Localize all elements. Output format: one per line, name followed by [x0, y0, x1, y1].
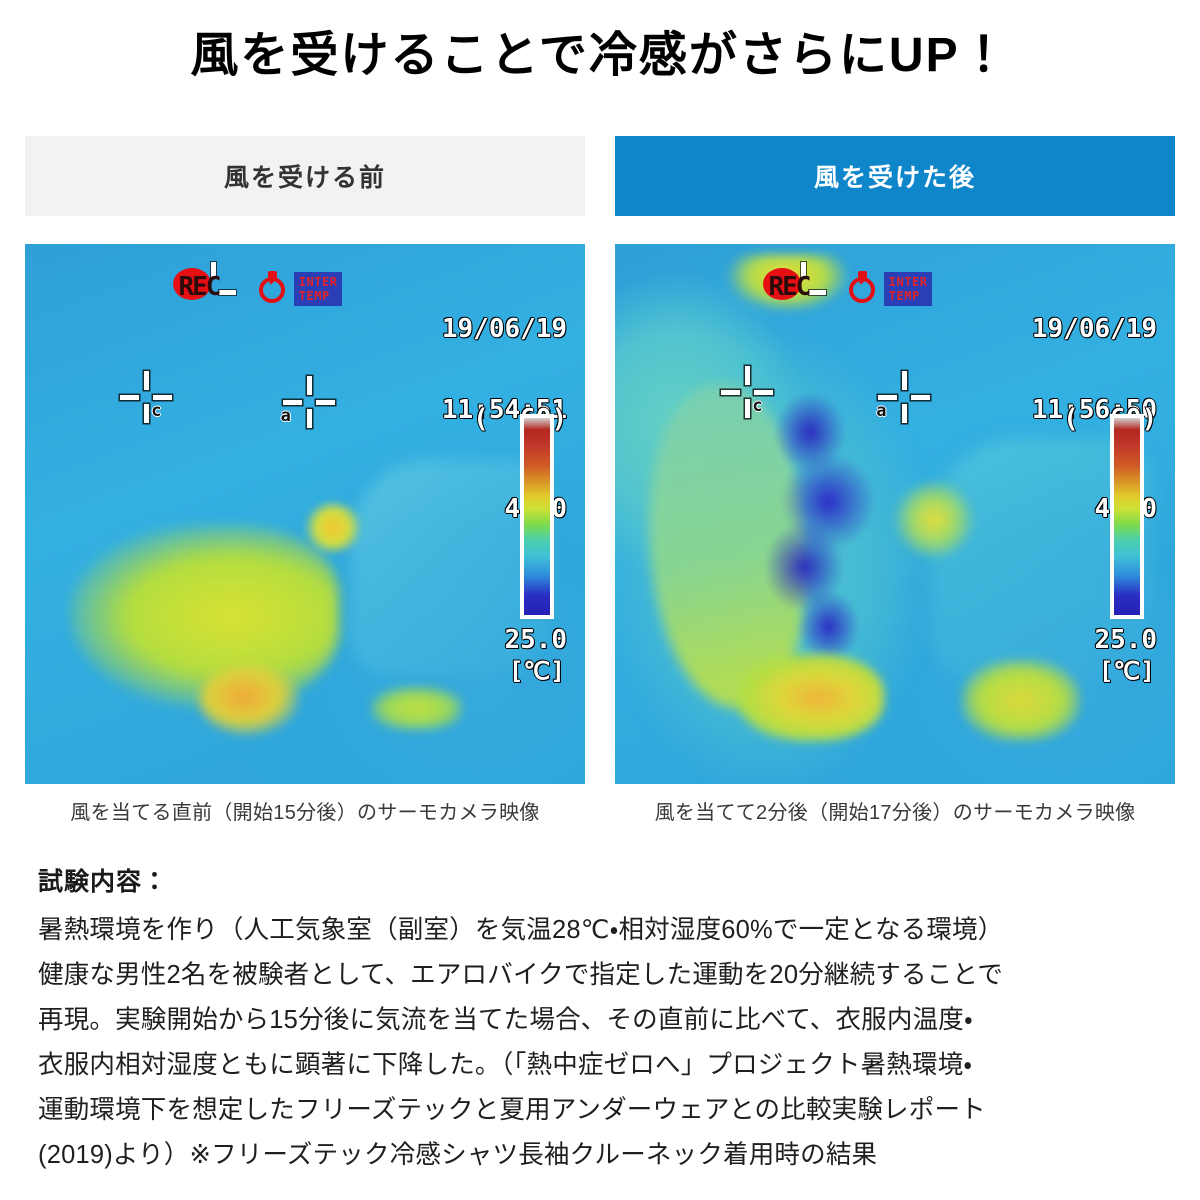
thermal-render-before [25, 244, 585, 784]
description-section: 試験内容： 暑熱環境を作り（人工気象室（副室）を気温28℃・相対湿度60%で一定… [38, 862, 1168, 1178]
subject-arm-heat [69, 524, 339, 709]
thermal-image-after: REC INTER TEMP 19/06/19 11:56:50 [615, 244, 1175, 784]
comparison-column-before: 風を受ける前 REC [25, 136, 585, 825]
crosshair-label-a: a [280, 406, 291, 427]
thermal-hud-after: REC INTER TEMP 19/06/19 11:56:50 [615, 244, 1175, 784]
hud-tick-vertical [801, 262, 807, 279]
thermal-unit: [℃] [1098, 657, 1155, 686]
thermal-colorbar [1109, 414, 1144, 620]
thermal-scale-min: 25.0 [504, 624, 568, 655]
description-line: 再現。実験開始から15分後に気流を当てた場合、その直前に比べて、衣服内温度・ [38, 1006, 973, 1034]
crosshair-label-c: c [752, 395, 763, 416]
crosshair-marker-a: a [280, 376, 335, 429]
thermal-date: 19/06/19 [1031, 314, 1158, 345]
crosshair-marker-c: c [721, 365, 774, 418]
crosshair-label-c: c [151, 400, 162, 421]
stopwatch-icon [847, 271, 881, 305]
description-body: 暑熱環境を作り（人工気象室（副室）を気温28℃・相対湿度60%で一定となる環境）… [38, 908, 1168, 1178]
tab-after-wind[interactable]: 風を受けた後 [615, 136, 1175, 216]
thermal-hud-before: REC INTER TEMP 19/06/19 11:54:51 [25, 244, 585, 784]
thermal-image-before: REC INTER TEMP 19/06/19 11:54:51 [25, 244, 585, 784]
hud-tick-horizontal [808, 290, 826, 296]
subject-hand-heat [198, 665, 300, 736]
page-title: 風を受けることで冷感がさらにUP！ [190, 29, 1010, 82]
inter-temp-badge: INTER TEMP [293, 272, 343, 307]
thermal-datetime: 19/06/19 11:54:51 [379, 262, 567, 478]
inter-temp-line2: TEMP [888, 289, 920, 304]
crosshair-marker-a: a [876, 370, 931, 423]
inter-temp-badge: INTER TEMP [883, 272, 933, 307]
stopwatch-icon [257, 271, 291, 305]
subject-hand-heat [738, 654, 884, 741]
inter-temp-line1: INTER [298, 275, 338, 290]
tab-before-wind[interactable]: 風を受ける前 [25, 136, 585, 216]
description-line: 衣服内相対湿度ともに顕著に下降した。（「熱中症ゼロへ」プロジェクト暑熱環境・ [38, 1051, 973, 1079]
equipment-shape [349, 460, 552, 676]
crosshair-marker-c: c [120, 370, 173, 423]
inter-temp-line2: TEMP [298, 289, 330, 304]
rec-label: REC [178, 272, 221, 303]
description-line: 運動環境下を想定したフリーズテックと夏用アンダーウェアとの比較実験レポート [38, 1096, 986, 1124]
description-line: 健康な男性2名を被験者として、エアロバイクで指定した運動を20分継続することで [38, 961, 1004, 989]
subject-knee-heat [962, 659, 1080, 741]
comparison-column-after: 風を受けた後 REC [615, 136, 1175, 825]
description-line: 暑熱環境を作り（人工気象室（副室）を気温28℃・相対湿度60%で一定となる環境） [38, 916, 1004, 944]
subject-knee-heat [372, 686, 462, 730]
thermal-colorbar [519, 414, 554, 620]
hud-tick-vertical [211, 262, 217, 279]
description-line: (2019)より）※フリーズテック冷感シャツ長袖クルーネック着用時の結果 [38, 1141, 878, 1169]
thermal-unit: [℃] [508, 657, 565, 686]
thermal-hotspot [895, 481, 974, 558]
inter-temp-line1: INTER [888, 275, 928, 290]
hud-tick-horizontal [218, 290, 236, 296]
rec-indicator-icon [173, 268, 212, 301]
thermal-scale-min: 25.0 [1094, 624, 1158, 655]
thermal-render-after [615, 244, 1175, 784]
rec-label: REC [768, 272, 811, 303]
thermal-date: 19/06/19 [441, 314, 568, 345]
comparison-section: 風を受ける前 REC [25, 136, 1175, 825]
description-heading: 試験内容： [38, 868, 169, 896]
thermal-hotspot [305, 503, 361, 552]
caption-before: 風を当てる直前（開始15分後）のサーモカメラ映像 [70, 802, 540, 824]
crosshair-label-a: a [876, 400, 887, 421]
caption-after: 風を当てて2分後（開始17分後）のサーモカメラ映像 [654, 802, 1136, 824]
rec-indicator-icon [763, 268, 802, 301]
